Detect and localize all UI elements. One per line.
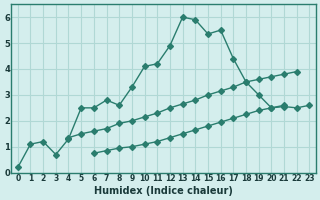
X-axis label: Humidex (Indice chaleur): Humidex (Indice chaleur) [94,186,233,196]
